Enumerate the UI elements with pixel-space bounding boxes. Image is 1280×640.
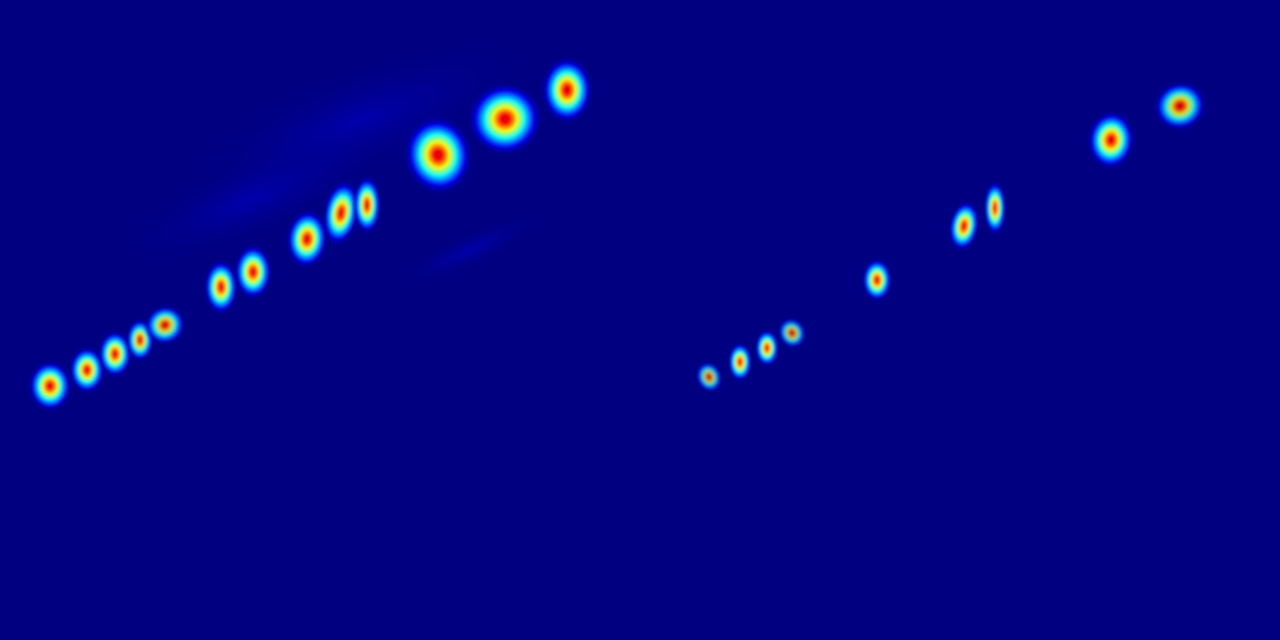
right-spot-2 — [728, 342, 752, 382]
right-spot-7 — [984, 180, 1006, 236]
left-spot-1 — [28, 360, 72, 412]
right-spot-5 — [862, 258, 892, 302]
left-spot-7 — [234, 244, 272, 300]
left-spot-6 — [204, 259, 238, 315]
right-spot-3 — [755, 329, 779, 367]
left-spot-13 — [541, 56, 593, 124]
left-spot-10 — [353, 175, 381, 235]
